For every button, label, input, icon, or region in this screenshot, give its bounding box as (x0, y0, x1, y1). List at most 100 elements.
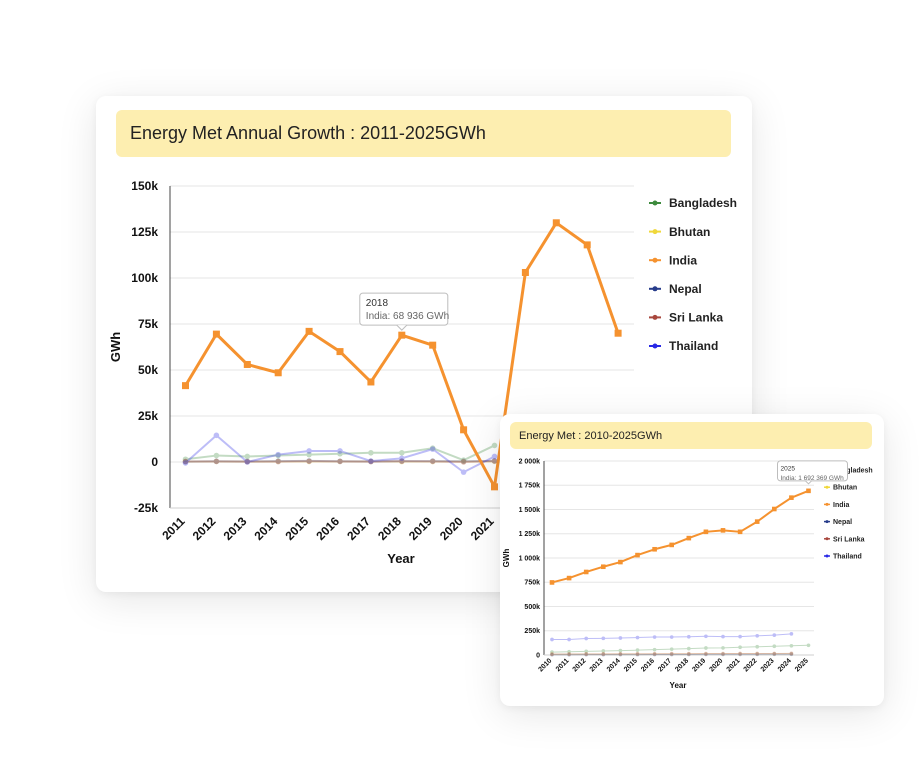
data-point[interactable] (669, 652, 674, 657)
data-point[interactable] (429, 458, 436, 464)
data-point[interactable] (460, 457, 467, 463)
data-point[interactable] (618, 648, 623, 653)
data-point[interactable] (550, 652, 554, 657)
data-point[interactable] (337, 458, 343, 465)
data-point[interactable] (618, 636, 623, 640)
data-point[interactable] (721, 652, 725, 656)
data-point[interactable] (182, 382, 189, 390)
data-point[interactable] (754, 519, 760, 524)
data-point[interactable] (567, 652, 571, 657)
data-point[interactable] (337, 448, 343, 454)
data-point[interactable] (491, 458, 498, 465)
data-point[interactable] (182, 458, 189, 465)
data-point[interactable] (755, 652, 760, 657)
data-point[interactable] (789, 652, 794, 657)
data-point[interactable] (244, 458, 251, 465)
data-point[interactable] (652, 652, 657, 657)
data-point[interactable] (601, 636, 606, 641)
data-point[interactable] (491, 453, 498, 460)
legend-item-sri-lanka[interactable]: Sri Lanka (649, 311, 723, 325)
data-point[interactable] (399, 458, 405, 465)
data-point[interactable] (399, 450, 405, 456)
data-point[interactable] (182, 458, 189, 465)
data-point[interactable] (182, 456, 189, 463)
data-point[interactable] (614, 329, 622, 337)
data-point[interactable] (550, 637, 554, 642)
data-point[interactable] (550, 650, 554, 654)
data-point[interactable] (275, 458, 281, 464)
data-point[interactable] (686, 646, 691, 651)
data-point[interactable] (429, 341, 437, 349)
data-point[interactable] (772, 506, 777, 512)
data-point[interactable] (306, 451, 312, 458)
data-point[interactable] (704, 646, 708, 650)
data-point[interactable] (550, 652, 554, 657)
data-point[interactable] (601, 652, 606, 657)
data-point[interactable] (789, 495, 794, 500)
data-point[interactable] (789, 632, 794, 636)
data-point[interactable] (368, 450, 374, 456)
data-point[interactable] (772, 651, 777, 656)
data-point[interactable] (755, 651, 760, 656)
data-point[interactable] (601, 651, 606, 656)
legend-item-bhutan[interactable]: Bhutan (824, 485, 857, 492)
data-point[interactable] (244, 458, 251, 465)
secondary-chart[interactable]: 0 250k 500k 750k 1 000k 1 250k 1 500k 1 750k 2 0… (500, 414, 884, 706)
data-point[interactable] (772, 633, 777, 637)
data-point[interactable] (244, 453, 251, 460)
data-point[interactable] (567, 652, 571, 657)
data-point[interactable] (584, 652, 589, 657)
data-point[interactable] (429, 458, 436, 465)
data-point[interactable] (601, 652, 606, 656)
data-point[interactable] (704, 652, 708, 656)
data-point[interactable] (460, 458, 467, 465)
data-point[interactable] (704, 651, 708, 656)
data-point[interactable] (721, 634, 725, 639)
data-point[interactable] (275, 458, 281, 465)
data-point[interactable] (652, 652, 657, 656)
data-point[interactable] (460, 469, 467, 475)
data-point[interactable] (584, 649, 589, 654)
data-point[interactable] (213, 458, 220, 465)
data-point[interactable] (635, 651, 640, 656)
data-point[interactable] (686, 652, 691, 657)
data-point[interactable] (552, 219, 560, 227)
data-point[interactable] (772, 644, 777, 649)
data-point[interactable] (566, 575, 572, 581)
data-point[interactable] (755, 651, 760, 656)
data-point[interactable] (720, 528, 726, 533)
data-point[interactable] (244, 458, 251, 465)
data-point[interactable] (772, 651, 777, 656)
data-point[interactable] (182, 460, 189, 466)
data-point[interactable] (306, 458, 312, 465)
legend-item-india[interactable]: India (824, 502, 849, 509)
legend-item-nepal[interactable]: Nepal (824, 519, 852, 526)
data-point[interactable] (635, 552, 640, 558)
data-point[interactable] (491, 483, 498, 491)
data-point[interactable] (721, 652, 725, 657)
data-point[interactable] (460, 458, 467, 465)
data-point[interactable] (601, 649, 606, 653)
data-point[interactable] (652, 546, 657, 552)
data-point[interactable] (721, 646, 725, 650)
data-point[interactable] (721, 651, 725, 656)
data-point[interactable] (703, 529, 709, 535)
data-point[interactable] (686, 651, 691, 656)
data-point[interactable] (652, 651, 657, 656)
data-point[interactable] (212, 330, 220, 338)
data-point[interactable] (738, 652, 742, 656)
legend-item-india[interactable]: India (649, 253, 697, 267)
data-point[interactable] (460, 459, 467, 465)
data-point[interactable] (584, 652, 589, 656)
data-point[interactable] (337, 458, 343, 465)
data-point[interactable] (399, 458, 405, 464)
data-point[interactable] (686, 535, 692, 541)
data-point[interactable] (789, 643, 794, 648)
data-point[interactable] (738, 634, 742, 639)
data-point[interactable] (669, 652, 674, 656)
legend-item-bangladesh[interactable]: Bangladesh (649, 196, 737, 210)
data-point[interactable] (213, 458, 220, 465)
data-point[interactable] (336, 348, 344, 356)
data-point[interactable] (491, 442, 498, 449)
data-point[interactable] (306, 458, 312, 464)
